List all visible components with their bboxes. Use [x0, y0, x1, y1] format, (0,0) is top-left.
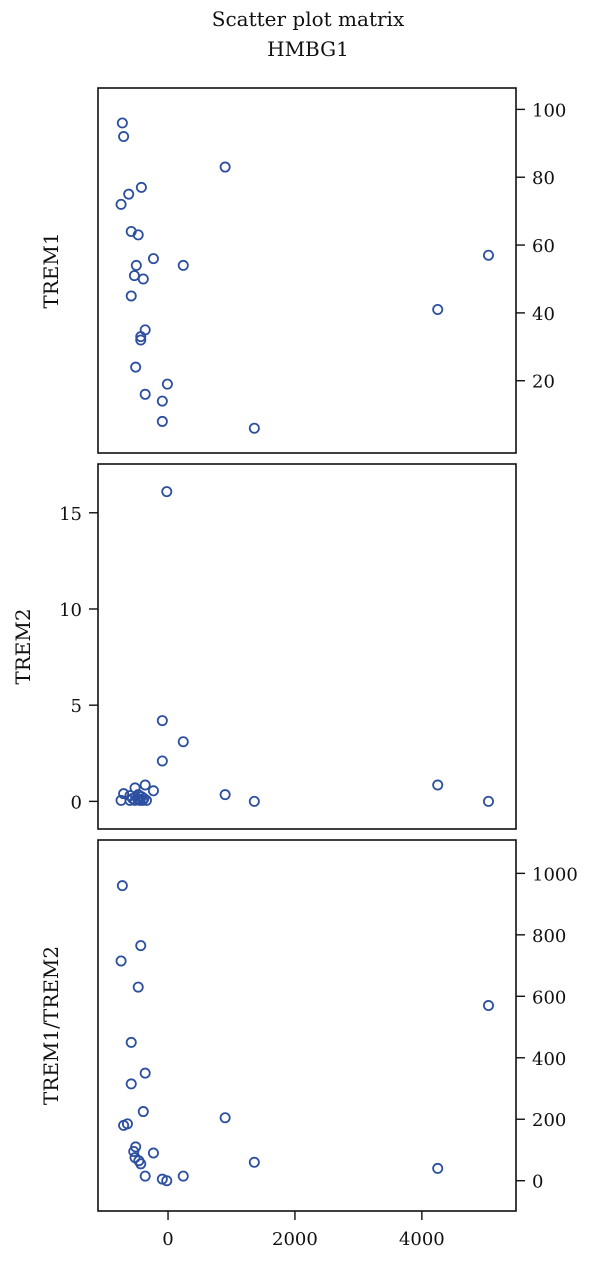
- scatter-point: [135, 331, 147, 343]
- x-tick-label: 2000: [272, 1229, 318, 1250]
- scatter-point: [219, 1112, 231, 1124]
- x-tick-label: 0: [162, 1229, 173, 1250]
- scatter-point: [147, 785, 159, 797]
- scatter-point: [482, 249, 494, 261]
- scatter-point: [156, 715, 168, 727]
- scatter-point: [147, 253, 159, 265]
- scatter-point: [135, 334, 147, 346]
- scatter-point: [161, 378, 173, 390]
- scatter-point: [248, 1156, 260, 1168]
- y-axis-label: TREM1: [39, 232, 63, 308]
- scatter-point: [139, 1170, 151, 1182]
- scatter-point: [177, 1170, 189, 1182]
- scatter-point: [137, 273, 149, 285]
- scatter-point: [137, 1106, 149, 1118]
- scatter-point: [125, 290, 137, 302]
- y-tick-label: 800: [532, 926, 566, 947]
- scatter-point: [118, 131, 130, 143]
- y-axis-label: TREM2: [11, 608, 35, 684]
- panel-frame: [97, 463, 517, 830]
- scatter-point: [128, 1146, 140, 1158]
- panel-frame: [97, 839, 517, 1212]
- scatter-point: [118, 1119, 130, 1131]
- scatter-point: [125, 1078, 137, 1090]
- scatter-point: [130, 361, 142, 373]
- scatter-point: [132, 981, 144, 993]
- y-tick-label: 10: [59, 600, 82, 621]
- y-tick-label: 20: [532, 372, 555, 393]
- scatter-point: [432, 1162, 444, 1174]
- scatter-point: [248, 422, 260, 434]
- scatter-point: [128, 270, 140, 282]
- y-tick-label: 1000: [532, 864, 578, 885]
- scatter-point: [115, 955, 127, 967]
- scatter-point: [432, 779, 444, 791]
- scatter-point: [156, 415, 168, 427]
- y-tick-label: 200: [532, 1110, 566, 1131]
- scatter-point: [139, 1067, 151, 1079]
- scatter-point: [161, 1175, 173, 1187]
- y-axis-label: TREM1/TREM2: [39, 946, 63, 1105]
- scatter-point: [135, 940, 147, 952]
- scatter-point: [248, 795, 260, 807]
- y-tick-label: 0: [532, 1172, 543, 1193]
- panel-1: 20 40 60 80 100 TREM1: [39, 87, 566, 454]
- scatter-point: [115, 198, 127, 210]
- chart-subtitle: HMBG1: [267, 37, 349, 61]
- scatter-point: [132, 229, 144, 241]
- panel-frame: [97, 87, 517, 454]
- scatter-point: [137, 794, 149, 806]
- scatter-point: [123, 188, 135, 200]
- scatter-point: [130, 259, 142, 271]
- y-tick-label: 100: [532, 100, 566, 121]
- y-tick-label: 60: [532, 236, 555, 257]
- scatter-point: [156, 395, 168, 407]
- scatter-point: [132, 793, 144, 805]
- scatter-point: [147, 1147, 159, 1159]
- scatter-point: [139, 779, 151, 791]
- scatter-point: [482, 795, 494, 807]
- panel-3: 0 200 400 600 800 1000 0 2000 4000 TREM1/TREM2: [39, 839, 578, 1250]
- scatter-point: [125, 1036, 137, 1048]
- scatter-point: [118, 788, 130, 800]
- scatter-point: [177, 259, 189, 271]
- scatter-point: [177, 736, 189, 748]
- scatter-point: [482, 1000, 494, 1012]
- y-tick-label: 5: [71, 696, 82, 717]
- x-tick-label: 4000: [399, 1229, 445, 1250]
- y-tick-label: 80: [532, 168, 555, 189]
- scatter-point: [116, 117, 128, 129]
- panel-2: 0 5 10 15 TREM2: [11, 463, 517, 830]
- chart-title: Scatter plot matrix: [212, 7, 405, 31]
- y-tick-label: 400: [532, 1049, 566, 1070]
- y-tick-label: 40: [532, 304, 555, 325]
- y-tick-label: 0: [71, 792, 82, 813]
- scatter-point: [161, 486, 173, 498]
- scatter-point: [219, 161, 231, 173]
- y-tick-label: 15: [59, 504, 82, 525]
- scatter-point: [139, 388, 151, 400]
- scatter-point: [156, 755, 168, 767]
- scatter-point: [116, 880, 128, 892]
- scatter-point: [135, 1158, 147, 1170]
- scatter-point: [129, 782, 141, 794]
- scatter-point: [135, 181, 147, 193]
- scatter-point: [219, 789, 231, 801]
- panels-group: 20 40 60 80 100 TREM1 0 5 10 15 TREM2 0 200 400 600 800…: [11, 87, 578, 1250]
- y-tick-label: 600: [532, 987, 566, 1008]
- scatter-point: [432, 304, 444, 316]
